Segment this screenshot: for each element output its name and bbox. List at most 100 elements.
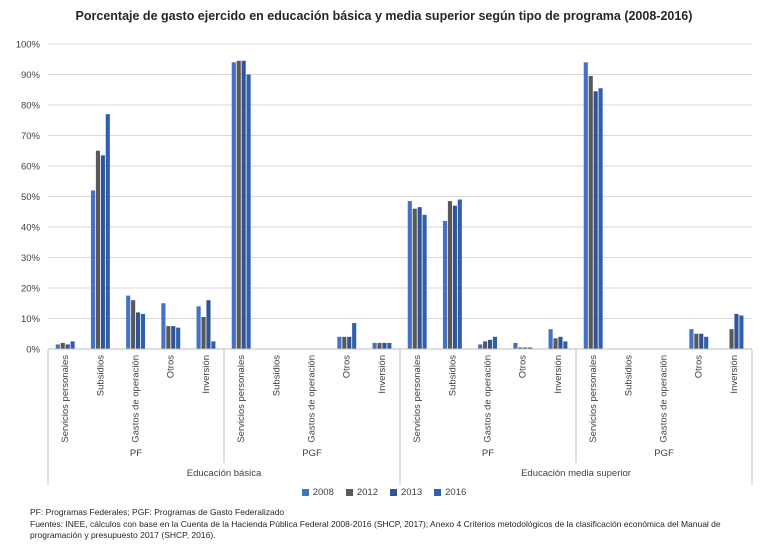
bar [452,205,457,349]
bar [583,62,588,350]
bar [704,336,709,349]
bar [417,207,422,349]
chart-plot: 0% 10% 20% 30% 40% 50% 60% 70% 80% 90% 100% Servici… [16,40,753,485]
legend-label: 2016 [445,487,467,498]
bar [528,347,533,349]
x-tick-label: Otros [342,355,353,378]
x-tick-label: Gastos de operación [307,355,318,443]
legend-swatch [390,489,397,496]
legend-item: 2012 [345,487,378,498]
x-tick-label: Inversión [201,355,212,394]
bar [699,333,704,349]
x-tick-label: Otros [694,355,705,378]
y-tick-label: 100% [16,40,41,51]
bar [563,341,568,349]
bar [196,306,201,349]
legend-item: 2013 [390,487,422,498]
bar [442,220,448,349]
legend-swatch [301,489,309,496]
bar [729,329,734,349]
legend-label: 2013 [401,487,423,498]
bar [689,329,694,349]
level-group-label: Educación media superior [521,468,631,479]
bar [422,214,427,349]
bar [523,347,528,349]
y-tick-label: 90% [21,70,41,81]
bar [598,88,603,349]
bar [140,313,146,349]
legend-label: 2008 [312,487,334,498]
bar [739,315,744,349]
x-tick-label: Servicios personales [588,355,599,443]
bar [60,342,65,349]
y-tick-label: 30% [21,253,41,264]
y-tick-label: 50% [21,192,41,203]
y-tick-label: 40% [21,223,41,234]
chart-title: Porcentaje de gasto ejercido en educació… [75,9,693,23]
bar [70,341,75,349]
x-tick-label: Inversión [729,355,740,394]
bar [337,336,342,349]
y-tick-label: 0% [26,345,40,356]
y-tick-label: 60% [21,162,41,173]
bar [382,342,387,349]
bar [206,300,211,349]
bar [55,344,60,349]
x-tick-label: Gastos de operación [483,355,494,443]
legend-swatch [434,489,442,496]
bar [372,342,377,349]
bar [231,62,236,350]
x-tick-label: Inversión [553,355,564,394]
x-tick-label: Subsidios [623,355,634,396]
bar [387,342,392,349]
bar [588,76,593,350]
bar [65,344,70,349]
bar [412,208,417,349]
bar [593,91,598,350]
program-group-label: PGF [302,448,322,459]
x-tick-label: Servicios personales [412,355,423,443]
bar [166,326,171,349]
bar [513,342,518,349]
bar [483,341,488,349]
y-tick-label: 80% [21,101,41,112]
bar [100,155,105,349]
x-tick-label: Otros [166,355,177,378]
x-tick-label: Subsidios [271,355,282,396]
bar [478,344,483,349]
y-tick-label: 20% [21,284,41,295]
bar [131,300,136,349]
bar [90,190,96,349]
bar [241,60,246,350]
bar [211,341,216,349]
bar [558,336,563,349]
bar [518,347,523,349]
notes-line-3: programación y presupuesto 2017 (SHCP, 2… [30,530,216,540]
bar [347,336,352,349]
x-tick-label: Servicios personales [236,355,247,443]
notes-line-2: Fuentes: INEE, cálculos con base en la C… [30,518,721,529]
x-tick-label: Servicios personales [60,355,71,443]
program-group-label: PF [130,448,142,459]
y-tick-label: 70% [21,131,41,142]
bar [492,336,498,349]
bar [176,327,181,349]
notes-line-1: PF: Programas Federales; PGF: Programas … [30,507,285,517]
bar [694,333,699,349]
bar [488,339,493,349]
legend-swatch [345,489,353,496]
bar [126,295,131,349]
bar [407,201,412,349]
program-group-label: PF [482,448,494,459]
bar [342,336,347,349]
bar [734,313,739,349]
bar [136,312,141,349]
legend-item: 2016 [434,487,466,498]
y-tick-label: 10% [21,314,41,325]
chart-notes: PF: Programas Federales; PGF: Programas … [30,507,750,542]
x-tick-label: Gastos de operación [659,355,670,443]
x-tick-label: Inversión [377,355,388,394]
level-group-label: Educación básica [187,468,262,479]
chart-legend: 2008 2012 2013 2016 [0,487,768,498]
